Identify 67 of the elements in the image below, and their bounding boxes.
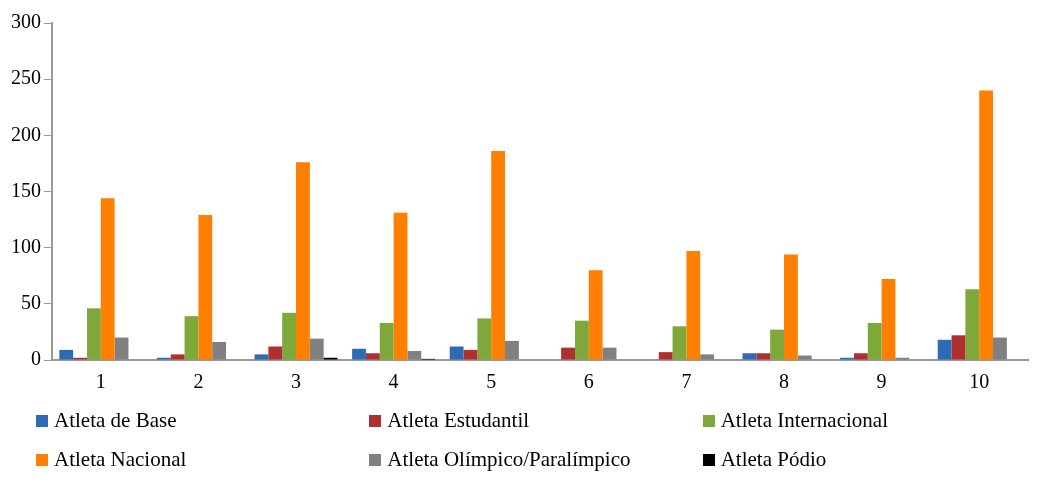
bar (951, 335, 966, 360)
y-tick-label: 0 (31, 347, 41, 370)
bar (352, 348, 366, 360)
bar (407, 351, 422, 360)
bar (309, 338, 324, 360)
bar (100, 198, 115, 360)
x-tick-label: 6 (583, 370, 594, 393)
bar (477, 318, 492, 360)
x-tick-label: 8 (779, 370, 789, 393)
bar (184, 316, 199, 360)
bar (212, 342, 227, 360)
bar (365, 353, 380, 360)
bar (379, 322, 394, 360)
bar (59, 349, 74, 360)
bar (937, 339, 952, 360)
bar (588, 270, 603, 360)
x-tick-label: 7 (681, 370, 692, 393)
bar (797, 355, 812, 360)
bar (881, 279, 896, 360)
bar (700, 354, 715, 360)
legend-label: Atleta Nacional (54, 447, 187, 472)
legend-label: Atleta Pódio (720, 447, 827, 472)
bar (254, 354, 269, 360)
legend-label: Atleta de Base (54, 408, 177, 433)
bar (756, 353, 771, 360)
x-tick-label: 2 (193, 370, 204, 393)
legend-label: Atleta Estudantil (387, 408, 530, 433)
bar (393, 212, 408, 360)
bar (296, 162, 310, 360)
bar (170, 354, 185, 360)
bar (658, 352, 673, 360)
bar (86, 308, 101, 360)
x-tick-label: 4 (388, 370, 399, 393)
legend-label: Atleta Olímpico/Paralímpico (387, 447, 631, 472)
bar (686, 251, 701, 360)
y-tick-label: 100 (11, 234, 41, 257)
bar (672, 326, 687, 360)
bar (742, 353, 757, 360)
y-tick-label: 200 (11, 122, 41, 145)
bar (463, 349, 478, 360)
bar (853, 353, 868, 360)
bar (965, 289, 980, 360)
bar (602, 347, 617, 360)
bar (784, 254, 798, 360)
bar (198, 215, 213, 360)
bar (491, 151, 506, 360)
bar (770, 329, 784, 360)
x-tick-label: 1 (95, 370, 106, 393)
bar (505, 340, 519, 360)
bar (867, 322, 882, 360)
bar (979, 90, 994, 360)
x-tick-label: 10 (969, 370, 990, 393)
x-tick-label: 9 (876, 370, 887, 393)
y-tick-label: 250 (11, 66, 41, 89)
y-tick-label: 50 (21, 291, 41, 314)
x-tick-label: 5 (486, 370, 497, 393)
y-tick-label: 300 (11, 10, 41, 33)
bar (561, 347, 575, 360)
bar (574, 320, 589, 360)
bar (449, 346, 464, 360)
x-tick-label: 3 (291, 370, 301, 393)
bar (268, 346, 283, 360)
bar (993, 337, 1007, 360)
y-tick-label: 150 (11, 178, 41, 201)
legend-label: Atleta Internacional (720, 408, 888, 433)
bar (114, 337, 129, 360)
bar (282, 312, 296, 360)
